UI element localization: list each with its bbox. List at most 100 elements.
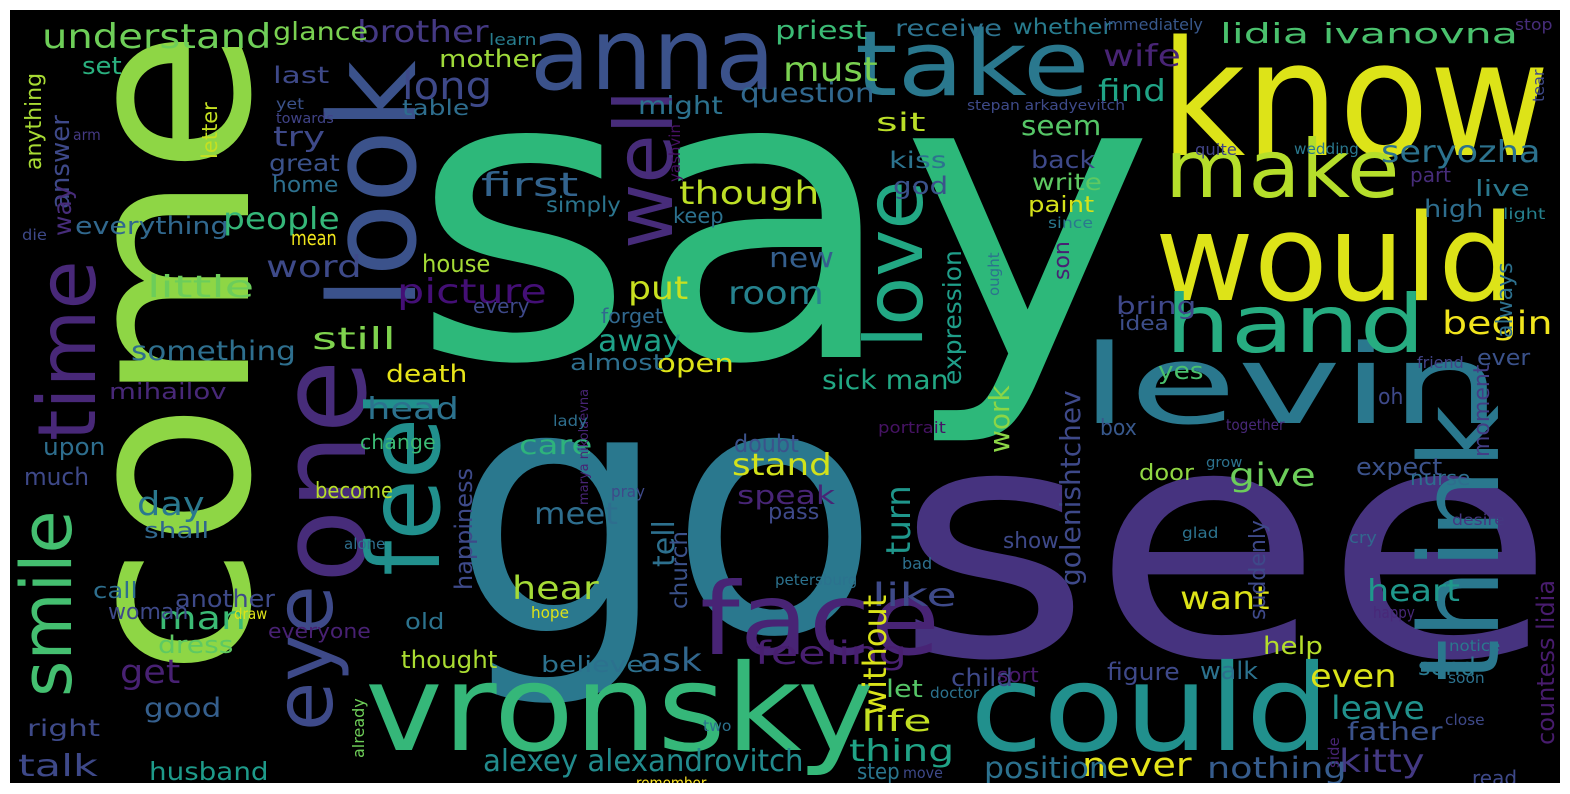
word-write: write xyxy=(1032,170,1102,196)
word-suddenly: suddenly xyxy=(1246,520,1271,620)
word-lady: lady xyxy=(553,412,588,430)
word-anna: anna xyxy=(530,10,776,113)
word-send: send xyxy=(1418,653,1476,681)
word-must: must xyxy=(783,50,878,90)
word-move: move xyxy=(903,764,943,782)
word-ought: ought xyxy=(985,252,1003,296)
word-paint: paint xyxy=(1028,193,1095,218)
word-friend: friend xyxy=(1417,353,1464,372)
word-glad: glad xyxy=(1182,524,1219,542)
word-table: table xyxy=(402,96,470,120)
word-oh: oh xyxy=(1378,385,1404,410)
word-talk: talk xyxy=(18,749,98,783)
word-stepan-arkadyevitch: stepan arkadyevitch xyxy=(967,98,1125,114)
word-let: let xyxy=(886,675,923,703)
word-keep: keep xyxy=(673,204,724,228)
word-sit: sit xyxy=(876,108,926,138)
word-nothing: nothing xyxy=(1207,751,1347,783)
word-right: right xyxy=(27,716,101,742)
word-find: find xyxy=(1098,74,1166,109)
word-cloud-canvas: say go see come know anna take would levin make ha… xyxy=(10,10,1560,783)
word-yes: yes xyxy=(1158,357,1204,385)
word-draw: draw xyxy=(234,605,268,623)
word-call: call xyxy=(93,579,138,604)
word-hope: hope xyxy=(531,603,569,622)
word-kiss: kiss xyxy=(889,148,947,174)
word-though: though xyxy=(679,174,820,212)
word-people: people xyxy=(223,202,340,237)
word-believe: believe xyxy=(541,653,644,678)
word-grow: grow xyxy=(1206,455,1243,471)
word-sick-man: sick man xyxy=(822,365,949,396)
word-figure: figure xyxy=(1107,658,1180,686)
word-two: two xyxy=(703,717,732,735)
word-love: love xyxy=(848,180,941,348)
word-marya-nikolaevna: marya nikolaevna xyxy=(577,388,592,505)
word-every: every xyxy=(473,294,530,318)
word-learn: learn xyxy=(489,30,537,49)
word-hear: hear xyxy=(512,569,599,607)
word-everything: everything xyxy=(75,212,229,240)
word-arm: arm xyxy=(73,126,101,144)
word-since: since xyxy=(1048,214,1093,232)
word-receive: receive xyxy=(895,16,1003,42)
word-way: way xyxy=(48,185,77,236)
word-lidia-ivanovna: lidia ivanovna xyxy=(1220,17,1519,50)
word-show: show xyxy=(1003,529,1059,554)
word-word: word xyxy=(266,250,362,285)
word-back: back xyxy=(1031,146,1096,174)
word-together: together xyxy=(1226,416,1285,434)
word-old: old xyxy=(405,610,445,635)
word-box: box xyxy=(1100,416,1137,441)
word-priest: priest xyxy=(775,16,868,46)
word-could: could xyxy=(970,640,1331,779)
word-time: time xyxy=(21,260,114,441)
word-turn: turn xyxy=(879,485,919,555)
word-say: say xyxy=(410,10,1156,452)
word-like: like xyxy=(872,576,957,614)
word-wedding: wedding xyxy=(1294,140,1359,158)
word-get: get xyxy=(120,652,181,691)
word-remember: remember xyxy=(636,774,707,784)
word-eye: eye xyxy=(258,585,351,731)
word-thing: thing xyxy=(849,734,955,769)
word-meet: meet xyxy=(534,497,618,532)
word-forget: forget xyxy=(601,304,663,328)
word-happy: happy xyxy=(1373,603,1415,622)
word-would: would xyxy=(1155,190,1515,329)
word-stop: stop xyxy=(1515,15,1553,34)
word-shall: shall xyxy=(144,519,210,544)
word-little: little xyxy=(147,270,255,305)
word-change: change xyxy=(360,430,436,454)
word-help: help xyxy=(1263,632,1323,660)
word-become: become xyxy=(315,479,393,504)
word-mother: mother xyxy=(439,45,542,73)
word-yet: yet xyxy=(276,95,305,113)
word-whether: whether xyxy=(1013,15,1113,39)
word-face: face xyxy=(700,561,941,678)
word-something: something xyxy=(131,336,296,367)
word-die: die xyxy=(22,226,47,244)
word-anything: anything xyxy=(22,72,47,170)
word-quite: quite xyxy=(1195,140,1237,159)
word-see: see xyxy=(895,359,1556,731)
word-upon: upon xyxy=(43,433,106,461)
word-mean: mean xyxy=(291,226,337,250)
word-yashvin: yashvin xyxy=(666,124,684,182)
word-close: close xyxy=(1445,711,1485,729)
word-begin: begin xyxy=(1442,304,1553,342)
word-even: even xyxy=(1310,657,1397,695)
word-stand: stand xyxy=(732,448,832,483)
word-position: position xyxy=(984,751,1109,783)
word-great: great xyxy=(269,151,340,177)
word-side: side xyxy=(1325,737,1343,768)
word-man: man xyxy=(158,599,247,637)
word-care: care xyxy=(519,430,593,461)
word-set: set xyxy=(82,52,122,80)
word-light: light xyxy=(1503,205,1546,223)
word-idea: idea xyxy=(1119,311,1169,335)
word-alone: alone xyxy=(344,535,386,553)
word-long: long xyxy=(402,64,493,108)
word-speak: speak xyxy=(737,481,836,511)
word-high: high xyxy=(1424,195,1484,223)
